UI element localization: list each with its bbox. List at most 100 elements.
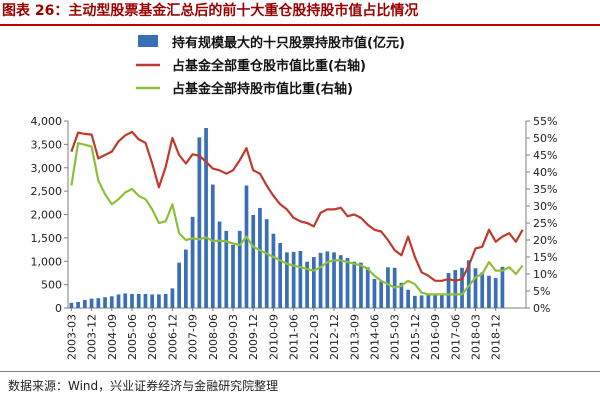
bar: [143, 293, 148, 308]
right-tick-label: 50%: [533, 132, 557, 145]
bar: [291, 251, 296, 308]
bar: [184, 249, 188, 308]
x-tick-label: 2008-06: [207, 314, 220, 360]
bar: [399, 282, 404, 308]
bar: [359, 262, 363, 308]
bar: [157, 294, 161, 308]
bar: [466, 260, 471, 308]
bar: [82, 300, 87, 308]
bar: [69, 302, 74, 308]
legend: 持有规模最大的十只股票持股市值(亿元) 占基金全部重仓股市值比重(右轴) 占基金全部…: [136, 35, 405, 97]
right-tick-label: 0%: [533, 302, 550, 315]
chart-canvas: 持有规模最大的十只股票持股市值(亿元) 占基金全部重仓股市值比重(右轴) 占基金全部…: [31, 35, 558, 360]
bar: [264, 219, 269, 308]
bar: [345, 257, 350, 308]
bar: [278, 243, 283, 308]
legend-swatch-bar: [138, 35, 158, 47]
bar: [150, 294, 155, 308]
bar: [413, 295, 417, 308]
bar: [163, 293, 168, 308]
bar: [103, 297, 107, 308]
x-tick-label: 2003-03: [65, 314, 78, 360]
line-series: [70, 130, 524, 296]
bar: [419, 295, 424, 308]
bar: [352, 261, 357, 308]
right-tick-label: 45%: [533, 149, 557, 162]
right-tick-label: 30%: [533, 200, 557, 213]
left-tick-label: 2,000: [31, 209, 63, 222]
x-tick-label: 2004-09: [106, 314, 119, 360]
bar: [271, 233, 276, 308]
x-tick-label: 2014-06: [368, 314, 381, 360]
x-tick-label: 2017-06: [449, 314, 462, 360]
bar: [204, 128, 208, 308]
bar: [386, 267, 390, 308]
bar: [89, 298, 94, 308]
bar: [332, 252, 336, 308]
bar: [500, 266, 505, 308]
x-tick-label: 2015-03: [389, 314, 402, 360]
bar: [406, 289, 410, 308]
axes: 0 500 1,000 1,500 2,000 2,500 3,000 3,500 4,000 0…: [31, 115, 558, 315]
legend-label: 占基金全部持股市值比重(右轴): [172, 81, 353, 97]
legend-label: 持有规模最大的十只股票持股市值(亿元): [172, 35, 405, 51]
source-bar: 数据来源：Wind，兴业证券经济与金融研究院整理: [0, 371, 600, 402]
x-tick-label: 2011-06: [288, 314, 301, 360]
bar: [210, 184, 215, 308]
right-tick-label: 25%: [533, 217, 557, 230]
bar: [76, 301, 80, 308]
bar: [231, 244, 235, 308]
bar: [251, 214, 256, 308]
x-tick-label: 2018-12: [490, 314, 503, 360]
bar: [96, 298, 101, 308]
x-tick-label: 2018-03: [469, 314, 482, 360]
x-tick-label: 2016-09: [429, 314, 442, 360]
x-tick-label: 2010-09: [267, 314, 280, 360]
bar: [325, 251, 330, 308]
x-tick-label: 2009-03: [227, 314, 240, 360]
x-tick-label: 2012-03: [308, 314, 321, 360]
right-tick-label: 10%: [533, 268, 557, 281]
bar: [446, 272, 451, 308]
bar: [439, 293, 444, 308]
bar: [224, 230, 229, 308]
bar: [237, 230, 242, 308]
left-tick-label: 0: [55, 302, 62, 315]
bar: [217, 221, 222, 308]
bar: [379, 281, 384, 308]
x-tick-label: 2006-03: [146, 314, 159, 360]
bar: [338, 255, 343, 308]
bar: [109, 296, 114, 308]
bar: [285, 252, 289, 308]
bar: [473, 268, 478, 308]
left-tick-label: 2,500: [31, 185, 63, 198]
bar: [177, 262, 181, 308]
chart-title-bar: 图表 26：主动型股票基金汇总后的前十大重仓股持股市值占比情况: [0, 0, 600, 26]
left-tick-label: 4,000: [31, 115, 63, 128]
bar: [197, 137, 202, 308]
bar: [460, 267, 464, 308]
right-tick-label: 15%: [533, 251, 557, 264]
x-tick-label: 2015-12: [409, 314, 422, 360]
bar: [365, 267, 370, 308]
x-tick-label: 2005-06: [126, 314, 139, 360]
left-tick-label: 500: [41, 279, 62, 292]
bar: [170, 288, 175, 308]
bar: [493, 278, 498, 308]
bar: [116, 294, 121, 308]
bar: [453, 270, 458, 308]
bar: [136, 293, 141, 308]
series-line-red: [70, 130, 524, 282]
right-tick-label: 55%: [533, 115, 557, 128]
bar: [244, 185, 249, 308]
bar: [305, 261, 309, 308]
series-line-green: [70, 142, 524, 296]
right-tick-label: 5%: [533, 285, 550, 298]
bar: [426, 294, 431, 308]
bar: [298, 250, 303, 308]
x-tick-label: 2007-09: [187, 314, 200, 360]
left-tick-label: 3,000: [31, 162, 63, 175]
bar: [258, 207, 262, 308]
chart-title: 图表 26：主动型股票基金汇总后的前十大重仓股持股市值占比情况: [2, 3, 419, 19]
left-tick-label: 3,500: [31, 138, 63, 151]
